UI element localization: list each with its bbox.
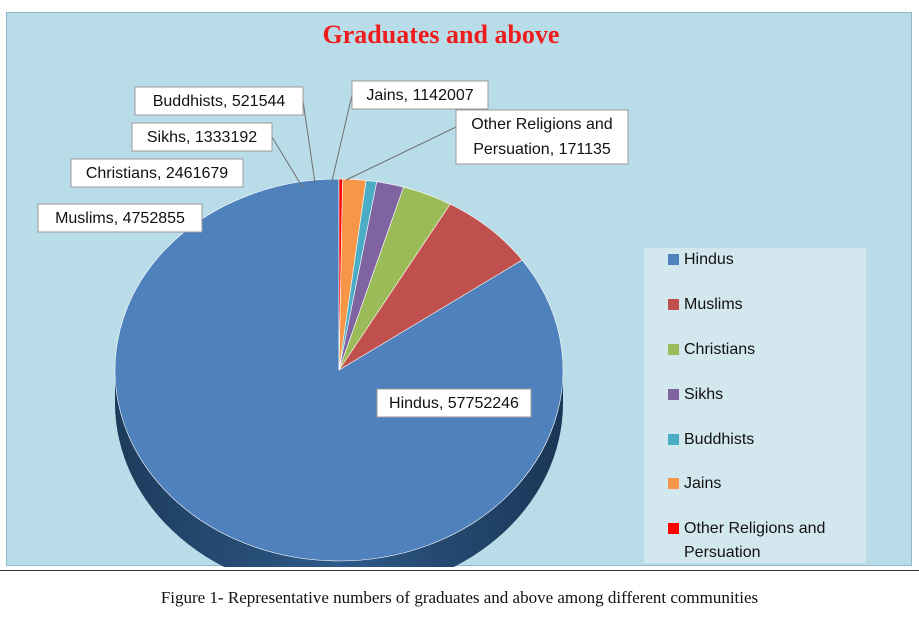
chart-title: Graduates and above xyxy=(323,20,560,49)
data-label-box-hindus xyxy=(376,388,532,418)
data-label-other-religions-and-persuation: Other Religions and xyxy=(471,116,612,133)
figure-caption: Figure 1- Representative numbers of grad… xyxy=(160,588,759,607)
data-label-muslims: Muslims, 4752855 xyxy=(55,210,185,227)
data-label-box-sikhs xyxy=(131,122,273,152)
legend-item: Jains xyxy=(668,472,862,496)
legend-label: Hindus xyxy=(684,251,734,268)
legend-swatch xyxy=(668,254,679,265)
data-label-jains: Jains, 1142007 xyxy=(366,87,473,104)
legend-label: Muslims xyxy=(684,296,743,313)
chart-area: Graduates and above Hindus, 57752246 Musl… xyxy=(6,12,912,567)
legend-swatch xyxy=(668,389,679,400)
pie-slices xyxy=(114,178,564,562)
data-label-box-jains xyxy=(351,80,489,110)
legend-label: Sikhs xyxy=(684,386,724,403)
legend-swatch xyxy=(668,434,679,445)
legend-item: Sikhs xyxy=(668,383,862,407)
leader-lines xyxy=(271,94,457,189)
data-label-box-other-religions-and-persuation xyxy=(455,109,629,165)
legend-label: Jains xyxy=(684,475,722,492)
data-label-box-muslims xyxy=(37,203,203,233)
data-label-other-religions-and-persuation: Persuation, 171135 xyxy=(473,141,611,158)
legend-item: Hindus xyxy=(668,248,862,272)
legend-label: Christians xyxy=(684,341,756,358)
legend-item: Buddhists xyxy=(668,428,862,452)
data-labels: Hindus, 57752246 Muslims, 4752855 Christia… xyxy=(37,80,629,418)
pie-chart: Graduates and above Hindus, 57752246 Musl… xyxy=(37,20,629,567)
legend-label: Buddhists xyxy=(684,431,755,448)
leader-line-sikhs xyxy=(271,136,304,189)
leader-line-other-religions-and-persuation xyxy=(345,126,457,181)
legend-swatch xyxy=(668,478,679,489)
legend-swatch xyxy=(668,523,679,534)
legend-swatch xyxy=(668,344,679,355)
legend: Hindus Muslims Christians Sikhs Buddhists Jai… xyxy=(644,248,866,563)
pie-slice-other-religions-and-persuation xyxy=(338,178,343,371)
data-label-sikhs: Sikhs, 1333192 xyxy=(147,129,257,146)
data-label-box-buddhists xyxy=(134,86,304,116)
legend-swatch xyxy=(668,299,679,310)
leader-line-jains xyxy=(331,94,353,182)
leader-line-buddhists xyxy=(302,100,316,184)
legend-item: Christians xyxy=(668,338,862,362)
data-label-christians: Christians, 2461679 xyxy=(86,165,228,182)
pie-slice-hindus xyxy=(114,178,564,562)
data-label-box-christians xyxy=(70,158,244,188)
legend-item: Muslims xyxy=(668,293,862,317)
data-label-hindus: Hindus, 57752246 xyxy=(389,395,519,412)
legend-item: Other Religions and Persuation xyxy=(668,517,862,565)
data-label-buddhists: Buddhists, 521544 xyxy=(153,93,286,110)
legend-label: Other Religions and Persuation xyxy=(684,520,826,561)
separator-line xyxy=(0,570,919,571)
